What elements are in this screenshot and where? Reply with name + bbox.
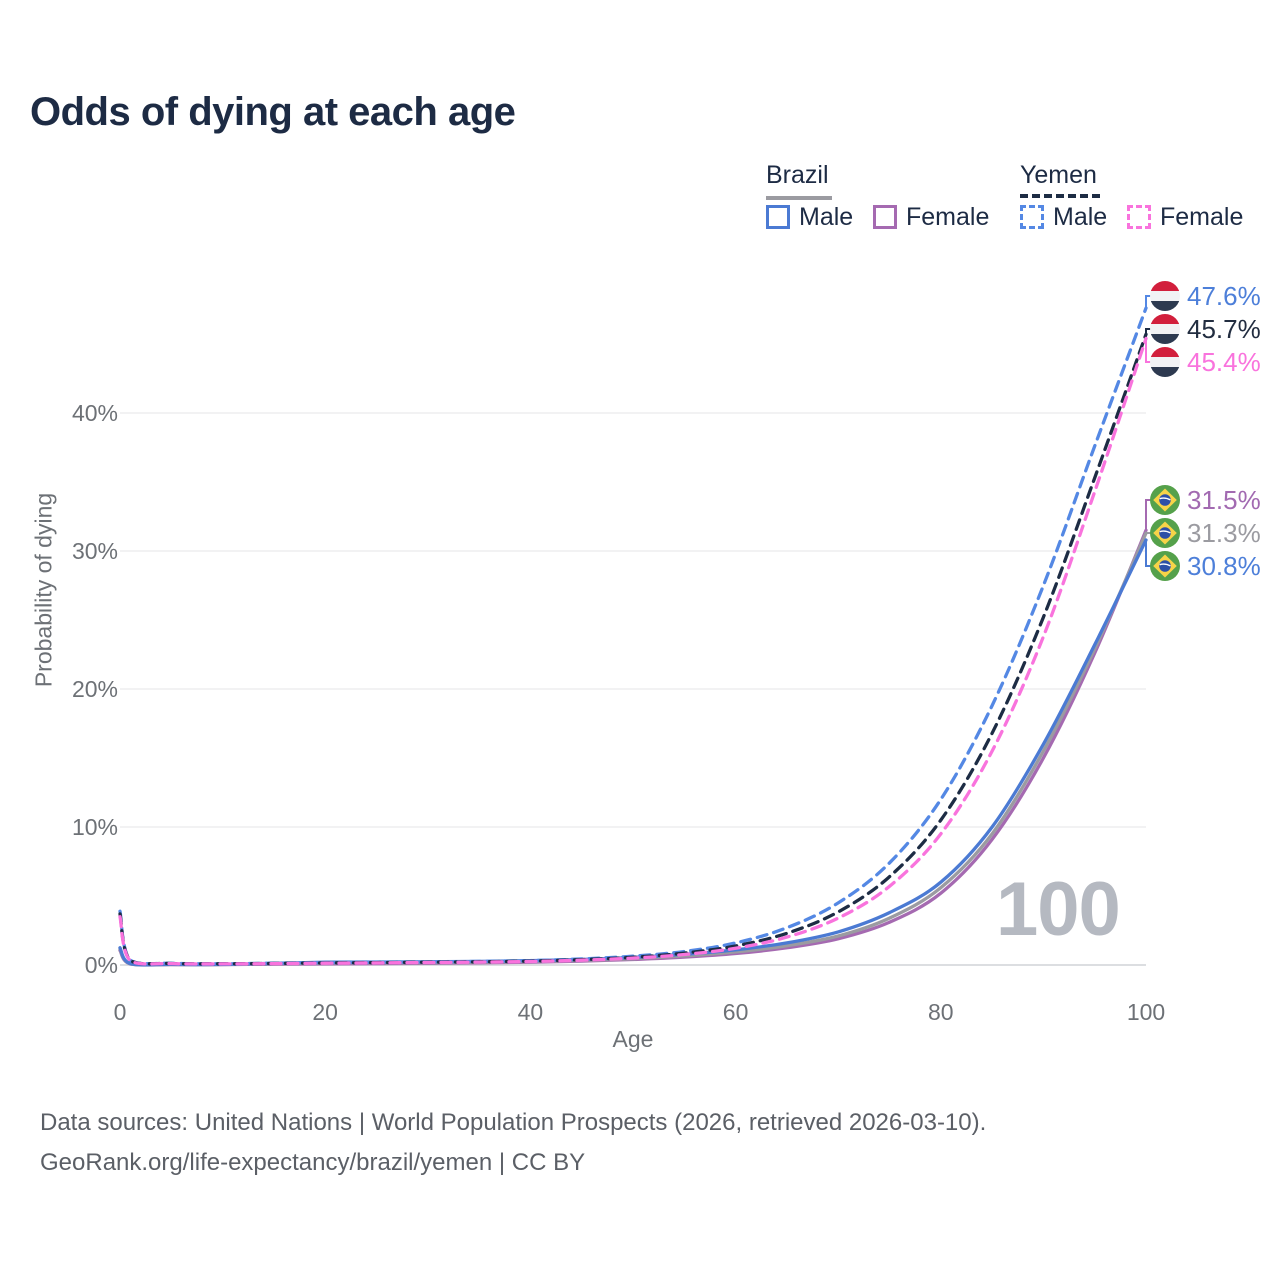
end-label-row-brazil-male: 30.8%	[1150, 551, 1261, 581]
end-label-value: 31.5%	[1187, 485, 1261, 515]
end-label-row-yemen-male: 47.6%	[1150, 281, 1261, 311]
legend-underline-yemen	[1020, 194, 1100, 198]
series-line-yemen_male[interactable]	[118, 306, 1148, 966]
legend-country-yemen: Yemen	[1020, 161, 1097, 189]
x-tick-label: 40	[517, 999, 544, 1025]
end-label-row-brazil-total: 31.3%	[1150, 518, 1261, 548]
age-watermark: 100	[996, 867, 1121, 952]
leader-line-yemen_total	[1145, 328, 1151, 335]
legend-label-yemen-female[interactable]: Female	[1160, 203, 1244, 231]
footer-data-sources: Data sources: United Nations | World Pop…	[40, 1109, 987, 1136]
y-tick-label: 40%	[71, 400, 118, 426]
y-tick-label: 0%	[84, 952, 118, 978]
footer-attribution[interactable]: GeoRank.org/life-expectancy/brazil/yemen…	[40, 1149, 586, 1176]
legend-label-brazil-female[interactable]: Female	[906, 203, 990, 231]
legend-swatch-brazil-female[interactable]	[873, 205, 897, 229]
page-title: Odds of dying at each age	[30, 90, 516, 134]
end-label-value: 45.7%	[1187, 314, 1261, 344]
legend-label-yemen-male[interactable]: Male	[1053, 203, 1108, 231]
x-tick-label: 100	[1126, 999, 1166, 1025]
end-label-value: 30.8%	[1187, 551, 1261, 581]
leader-line-brazil_female	[1145, 499, 1151, 531]
brazil-flag-icon	[1150, 485, 1180, 515]
end-label-row-yemen-total: 45.7%	[1150, 314, 1261, 344]
brazil-flag-icon	[1150, 551, 1180, 581]
legend-label-brazil-male[interactable]: Male	[799, 203, 854, 231]
x-tick-label: 0	[113, 999, 127, 1025]
x-tick-label: 20	[312, 999, 338, 1025]
end-label-row-brazil-female: 31.5%	[1150, 485, 1261, 515]
leader-line-brazil_male	[1145, 540, 1151, 567]
x-tick-label: 60	[722, 999, 749, 1025]
legend-swatch-yemen-male[interactable]	[1020, 205, 1044, 229]
series-line-yemen_total[interactable]	[118, 332, 1148, 966]
end-label-row-yemen-female: 45.4%	[1150, 347, 1261, 377]
leader-line-yemen_male	[1145, 295, 1151, 309]
y-axis-title: Probability of dying	[30, 492, 57, 688]
end-label-value: 31.3%	[1187, 518, 1261, 548]
yemen-flag-icon	[1150, 281, 1180, 311]
yemen-flag-icon	[1150, 347, 1180, 377]
series-line-yemen_female[interactable]	[118, 336, 1148, 966]
end-label-value: 45.4%	[1187, 347, 1261, 377]
x-axis-title: Age	[612, 1026, 654, 1052]
y-tick-label: 20%	[71, 676, 118, 702]
end-label-value: 47.6%	[1187, 281, 1261, 311]
x-tick-label: 80	[928, 999, 954, 1025]
legend-swatch-yemen-female[interactable]	[1127, 205, 1151, 229]
brazil-flag-icon	[1150, 518, 1180, 548]
legend-underline-brazil	[766, 196, 832, 200]
leader-line-yemen_female	[1145, 338, 1151, 363]
legend-swatch-brazil-male[interactable]	[766, 205, 790, 229]
legend-country-brazil: Brazil	[766, 161, 829, 189]
yemen-flag-icon	[1150, 314, 1180, 344]
y-tick-label: 30%	[71, 538, 118, 564]
y-tick-label: 10%	[71, 814, 118, 840]
